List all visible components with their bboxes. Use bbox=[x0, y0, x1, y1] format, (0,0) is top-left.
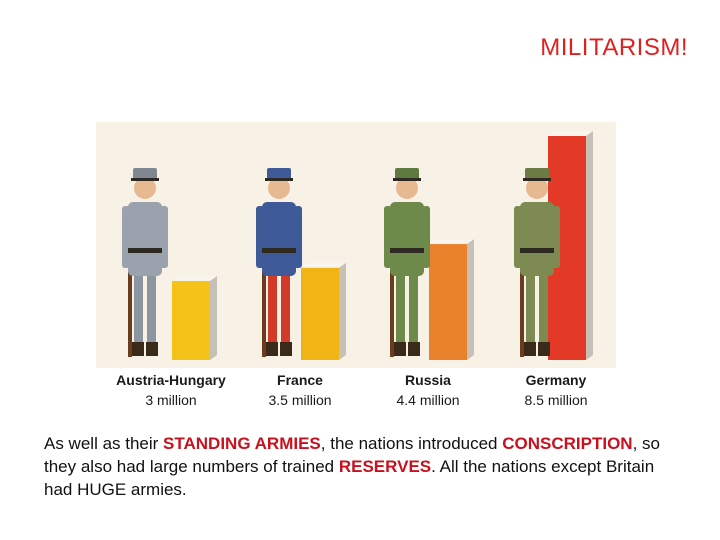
army-bar-side bbox=[210, 275, 217, 360]
army-bar-top bbox=[301, 262, 346, 268]
label-france: France 3.5 million bbox=[250, 372, 350, 408]
country-name: Austria-Hungary bbox=[116, 372, 226, 388]
country-name: Russia bbox=[405, 372, 451, 388]
label-russia: Russia 4.4 million bbox=[378, 372, 478, 408]
caption-text: As well as their STANDING ARMIES, the na… bbox=[44, 432, 684, 501]
army-illustration bbox=[96, 122, 616, 368]
army-bars-svg bbox=[122, 131, 593, 360]
army-size: 8.5 million bbox=[524, 392, 588, 408]
army-size: 4.4 million bbox=[396, 392, 460, 408]
soldier-figure bbox=[256, 168, 302, 357]
label-austria-hungary: Austria-Hungary 3 million bbox=[100, 372, 242, 408]
caption-part: As well as their bbox=[44, 434, 164, 453]
army-bar-top bbox=[172, 275, 217, 281]
army-bar bbox=[301, 267, 339, 360]
keyword-standing-armies: STANDING ARMIES bbox=[163, 434, 321, 453]
caption-part: . All the nations except Britain had HUG… bbox=[44, 457, 655, 499]
army-bar-side bbox=[467, 239, 474, 360]
country-name: Germany bbox=[525, 372, 587, 388]
keyword-conscription: CONSCRIPTION bbox=[502, 434, 633, 453]
soldier-figure bbox=[122, 168, 168, 357]
army-bar bbox=[172, 280, 210, 360]
army-size: 3.5 million bbox=[268, 392, 332, 408]
soldier-figure bbox=[514, 168, 560, 357]
army-bar-side bbox=[586, 131, 593, 360]
soldier-figure bbox=[384, 168, 430, 357]
army-bar-side bbox=[339, 262, 346, 360]
keyword-reserves: RESERVES bbox=[338, 457, 432, 476]
country-name: France bbox=[277, 372, 323, 388]
army-bar-top bbox=[548, 131, 593, 136]
army-bar-top bbox=[429, 239, 474, 245]
army-size: 3 million bbox=[145, 392, 197, 408]
slide-title: MILITARISM! bbox=[540, 34, 688, 61]
army-bar bbox=[429, 244, 467, 360]
label-germany: Germany 8.5 million bbox=[506, 372, 606, 408]
caption-part: , the nations introduced bbox=[320, 434, 503, 453]
caption-part: , so they also had large numbers of trai… bbox=[44, 434, 660, 476]
